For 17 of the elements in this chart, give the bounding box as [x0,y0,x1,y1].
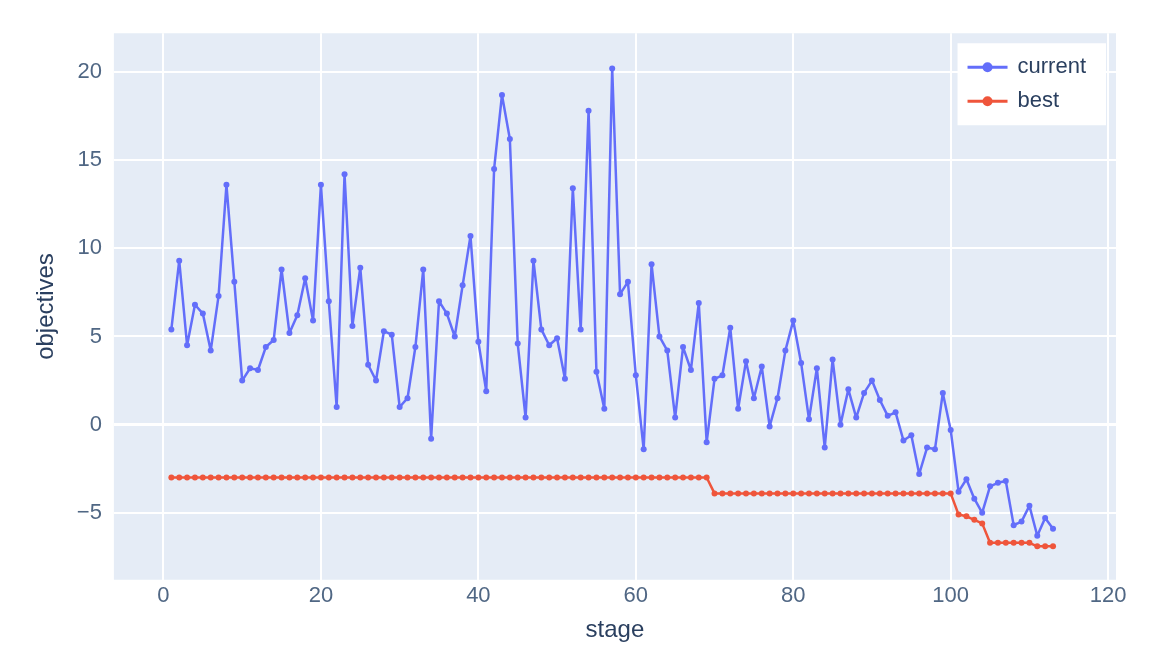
y-tick-label: 20 [77,58,102,84]
y-tick-label: 15 [77,146,102,172]
y-tick-label: 10 [77,234,102,260]
y-tick-label: 0 [89,410,102,436]
y-axis-title: objectives [31,253,59,360]
x-tick-label: 80 [781,582,806,608]
y-tick-label: −5 [76,498,102,524]
x-tick-label: 40 [466,582,491,608]
x-tick-label: 20 [308,582,334,608]
x-tick-label: 120 [1089,582,1127,608]
y-tick-label: 5 [89,322,102,348]
x-tick-label: 100 [932,582,970,608]
legend-label: best [1017,87,1060,113]
x-tick-label: 60 [623,582,649,608]
x-axis-title: stage [585,615,645,643]
x-tick-label: 0 [157,582,170,608]
legend-label: current [1017,53,1087,79]
